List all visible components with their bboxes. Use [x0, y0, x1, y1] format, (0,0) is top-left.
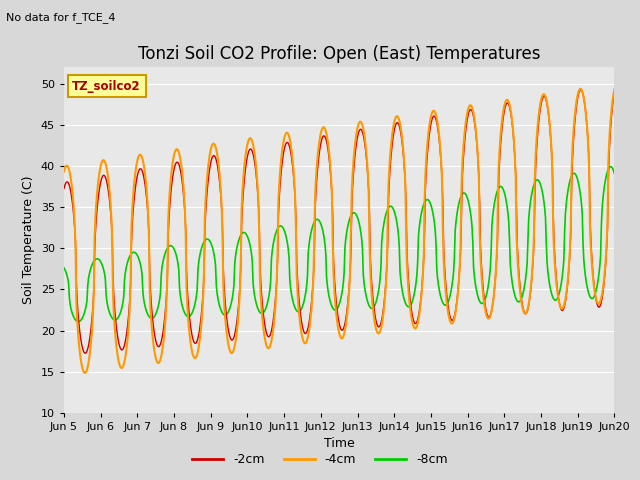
Y-axis label: Soil Temperature (C): Soil Temperature (C) — [22, 176, 35, 304]
Title: Tonzi Soil CO2 Profile: Open (East) Temperatures: Tonzi Soil CO2 Profile: Open (East) Temp… — [138, 45, 540, 63]
Text: No data for f_TCE_4: No data for f_TCE_4 — [6, 12, 116, 23]
X-axis label: Time: Time — [324, 437, 355, 450]
Legend: -2cm, -4cm, -8cm: -2cm, -4cm, -8cm — [187, 448, 453, 471]
Text: TZ_soilco2: TZ_soilco2 — [72, 80, 141, 93]
